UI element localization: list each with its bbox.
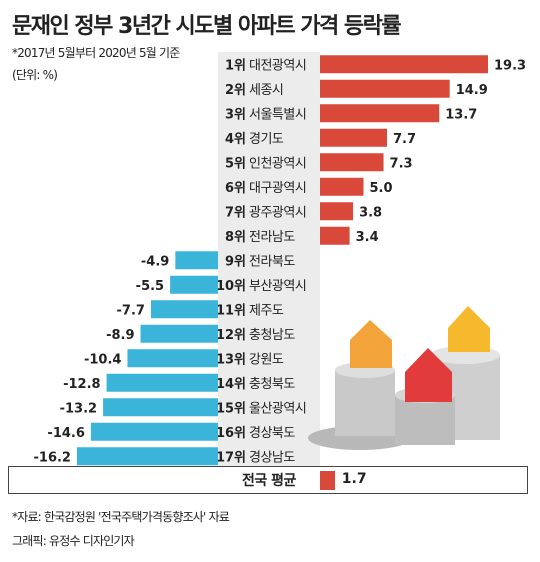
value-label: 3.8 bbox=[359, 205, 382, 220]
graphic-credit: 그래픽: 유정수 디자인기자 bbox=[12, 534, 135, 548]
category-label: 전라북도 bbox=[249, 254, 295, 269]
national-average-box bbox=[8, 466, 528, 494]
rank-label: 4위 bbox=[225, 132, 246, 147]
category-label-panel bbox=[218, 52, 320, 468]
category-label: 인천광역시 bbox=[249, 156, 306, 171]
value-label: -4.9 bbox=[141, 254, 169, 269]
rank-label: 3위 bbox=[225, 107, 246, 122]
rank-label: 15위 bbox=[216, 401, 246, 416]
rank-label: 10위 bbox=[216, 279, 246, 294]
category-label: 충청북도 bbox=[249, 377, 295, 392]
value-label: -14.6 bbox=[47, 426, 84, 441]
bar-positive bbox=[320, 226, 350, 245]
rank-label: 5위 bbox=[225, 156, 246, 171]
value-label: -13.2 bbox=[60, 401, 97, 416]
value-label: 14.9 bbox=[456, 83, 488, 98]
value-label: 7.7 bbox=[393, 132, 416, 147]
category-label: 대구광역시 bbox=[249, 181, 306, 196]
rank-label: 8위 bbox=[225, 230, 246, 245]
value-label: -10.4 bbox=[84, 352, 121, 367]
category-label: 세종시 bbox=[249, 83, 283, 98]
category-label: 제주도 bbox=[249, 303, 284, 318]
bar-negative bbox=[175, 251, 218, 270]
bar-positive bbox=[320, 104, 440, 123]
category-label: 경기도 bbox=[249, 132, 284, 147]
rank-label: 14위 bbox=[216, 377, 246, 392]
category-label: 서울특별시 bbox=[249, 107, 306, 122]
category-label: 경상남도 bbox=[249, 450, 295, 465]
bar-positive bbox=[320, 79, 450, 98]
bar-negative bbox=[90, 422, 218, 441]
national-average-label: 전국 평균 bbox=[242, 473, 296, 489]
bar-positive bbox=[320, 202, 354, 221]
rank-label: 1위 bbox=[225, 58, 246, 73]
category-label: 울산광역시 bbox=[249, 401, 306, 416]
bar-negative bbox=[103, 398, 218, 417]
value-label: -12.8 bbox=[63, 377, 100, 392]
red-house bbox=[405, 348, 452, 402]
value-label: -7.7 bbox=[117, 303, 145, 318]
unit-note: (단위: %) bbox=[12, 68, 58, 82]
bar-positive bbox=[320, 55, 488, 74]
category-label: 대전광역시 bbox=[249, 58, 306, 73]
rank-label: 2위 bbox=[225, 83, 246, 98]
coin-stack-left bbox=[335, 370, 395, 436]
rank-label: 12위 bbox=[216, 328, 246, 343]
value-label: 5.0 bbox=[370, 181, 393, 196]
value-label: -8.9 bbox=[106, 328, 134, 343]
national-average-value: 1.7 bbox=[341, 471, 367, 487]
bar-positive bbox=[320, 153, 384, 172]
category-label: 부산광역시 bbox=[249, 279, 306, 294]
rank-label: 9위 bbox=[225, 254, 246, 269]
value-label: 7.3 bbox=[390, 156, 413, 171]
value-label: 13.7 bbox=[445, 107, 477, 122]
chart-title: 문재인 정부 3년간 시도별 아파트 가격 등락률 bbox=[12, 14, 402, 39]
value-label: -16.2 bbox=[34, 450, 71, 465]
category-label: 충청남도 bbox=[249, 328, 295, 343]
rank-label: 7위 bbox=[225, 205, 246, 220]
rank-label: 16위 bbox=[216, 426, 246, 441]
value-label: 3.4 bbox=[356, 230, 379, 245]
bar-negative bbox=[76, 447, 218, 466]
category-label: 강원도 bbox=[249, 352, 284, 367]
category-label: 광주광역시 bbox=[249, 205, 306, 220]
period-note: *2017년 5월부터 2020년 5월 기준 bbox=[12, 46, 180, 60]
bar-negative bbox=[106, 373, 218, 392]
bar-negative bbox=[127, 349, 218, 368]
coin-stack-middle bbox=[395, 395, 455, 445]
source-note: *자료: 한국감정원 '전국주택가격동향조사' 자료 bbox=[12, 510, 230, 524]
category-label: 전라남도 bbox=[249, 230, 295, 245]
yellow-house bbox=[448, 306, 490, 352]
value-label: 19.3 bbox=[494, 58, 526, 73]
bar-chart: 1위 대전광역시 19.3 2위 세종시 14.9 3위 서울특별시 13.7 4위 경기도 7.7 5… bbox=[34, 55, 526, 466]
bar-negative bbox=[140, 324, 218, 343]
orange-house bbox=[350, 320, 392, 368]
national-average-bar bbox=[320, 471, 335, 490]
bar-negative bbox=[170, 275, 218, 294]
category-label: 경상북도 bbox=[249, 426, 295, 441]
rank-label: 13위 bbox=[216, 352, 246, 367]
rank-label: 6위 bbox=[225, 181, 246, 196]
house-coins-illustration bbox=[308, 306, 500, 450]
value-label: -5.5 bbox=[136, 279, 164, 294]
bar-negative bbox=[150, 300, 218, 319]
bar-positive bbox=[320, 177, 364, 196]
rank-label: 11위 bbox=[216, 303, 246, 318]
bar-positive bbox=[320, 128, 388, 147]
rank-label: 17위 bbox=[216, 450, 246, 465]
